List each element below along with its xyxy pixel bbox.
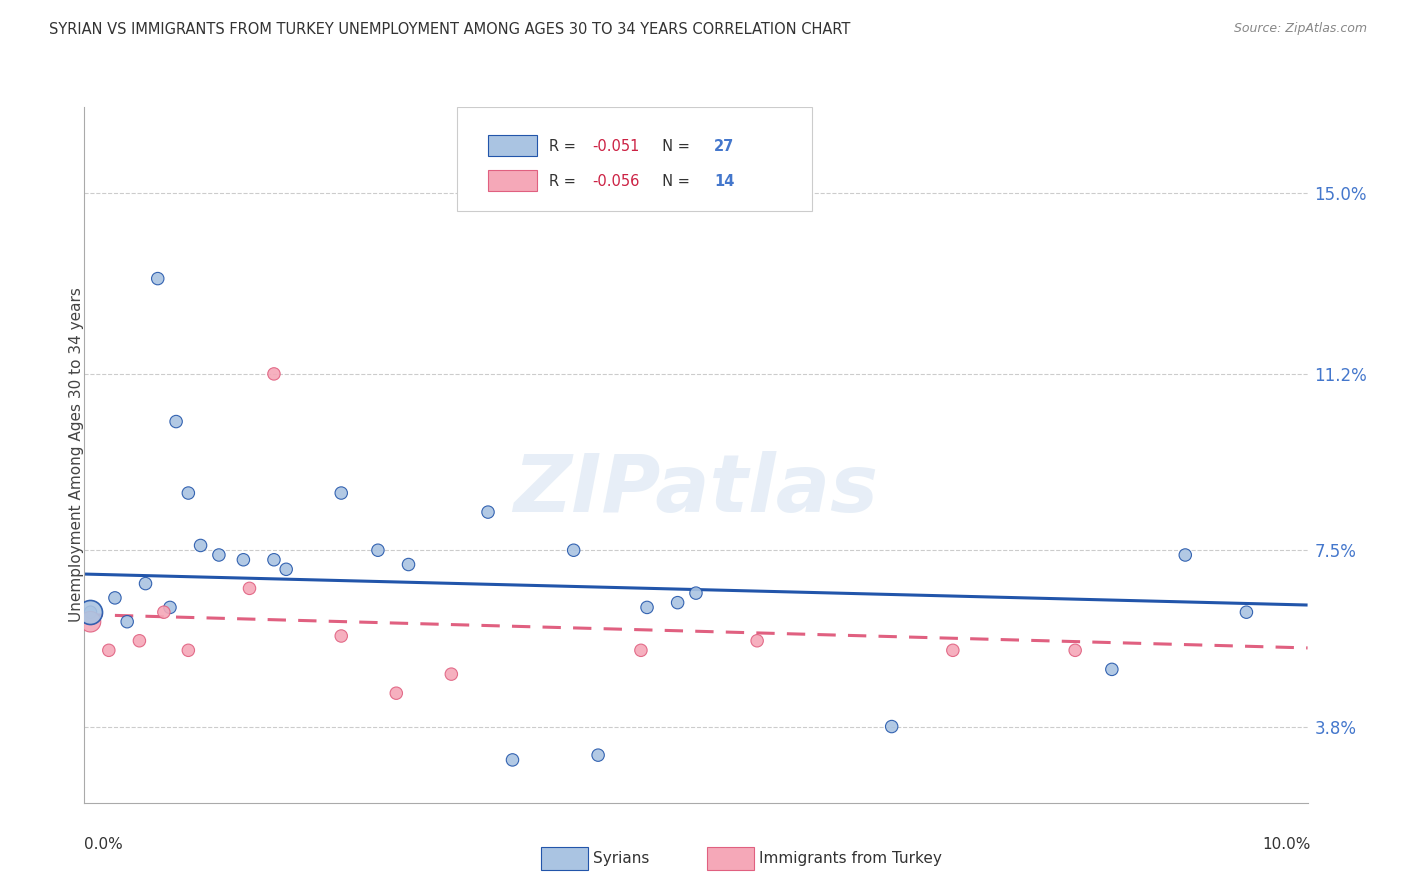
- Point: [190, 539, 212, 553]
- Point: [177, 486, 200, 500]
- Text: 10.0%: 10.0%: [1263, 837, 1310, 852]
- Point: [276, 562, 298, 576]
- Point: [79, 605, 101, 619]
- Text: 14: 14: [714, 174, 735, 189]
- Point: [330, 629, 353, 643]
- Point: [232, 553, 254, 567]
- Point: [128, 633, 150, 648]
- Point: [1234, 605, 1257, 619]
- Text: R =: R =: [550, 139, 581, 154]
- Point: [367, 543, 389, 558]
- Point: [208, 548, 231, 562]
- Point: [666, 596, 689, 610]
- Text: R =: R =: [550, 174, 581, 189]
- FancyBboxPatch shape: [488, 135, 537, 156]
- Point: [1174, 548, 1197, 562]
- Point: [501, 753, 523, 767]
- Text: 27: 27: [714, 139, 734, 154]
- Point: [477, 505, 499, 519]
- Point: [636, 600, 658, 615]
- Point: [1101, 662, 1123, 676]
- Point: [97, 643, 120, 657]
- Point: [942, 643, 965, 657]
- Text: 0.0%: 0.0%: [84, 837, 124, 852]
- Point: [398, 558, 420, 572]
- Point: [263, 367, 285, 381]
- Text: SYRIAN VS IMMIGRANTS FROM TURKEY UNEMPLOYMENT AMONG AGES 30 TO 34 YEARS CORRELAT: SYRIAN VS IMMIGRANTS FROM TURKEY UNEMPLO…: [49, 22, 851, 37]
- Point: [153, 605, 176, 619]
- Point: [104, 591, 127, 605]
- FancyBboxPatch shape: [457, 107, 813, 211]
- Text: Source: ZipAtlas.com: Source: ZipAtlas.com: [1233, 22, 1367, 36]
- Point: [745, 633, 768, 648]
- Point: [177, 643, 200, 657]
- Point: [146, 271, 169, 285]
- Text: N =: N =: [654, 174, 695, 189]
- Y-axis label: Unemployment Among Ages 30 to 34 years: Unemployment Among Ages 30 to 34 years: [69, 287, 83, 623]
- Point: [79, 605, 101, 619]
- Point: [880, 720, 903, 734]
- Point: [115, 615, 138, 629]
- Point: [330, 486, 353, 500]
- Text: -0.056: -0.056: [592, 174, 640, 189]
- Point: [165, 415, 187, 429]
- Point: [1064, 643, 1087, 657]
- Point: [79, 615, 101, 629]
- Point: [586, 748, 609, 763]
- Text: Syrians: Syrians: [593, 852, 650, 866]
- Point: [135, 576, 157, 591]
- FancyBboxPatch shape: [488, 169, 537, 191]
- Point: [159, 600, 181, 615]
- Text: N =: N =: [654, 139, 695, 154]
- Text: ZIPatlas: ZIPatlas: [513, 450, 879, 529]
- Text: -0.051: -0.051: [592, 139, 640, 154]
- Point: [263, 553, 285, 567]
- Point: [562, 543, 585, 558]
- Point: [630, 643, 652, 657]
- Text: Immigrants from Turkey: Immigrants from Turkey: [759, 852, 942, 866]
- Point: [440, 667, 463, 681]
- Point: [385, 686, 408, 700]
- Point: [238, 582, 260, 596]
- Point: [685, 586, 707, 600]
